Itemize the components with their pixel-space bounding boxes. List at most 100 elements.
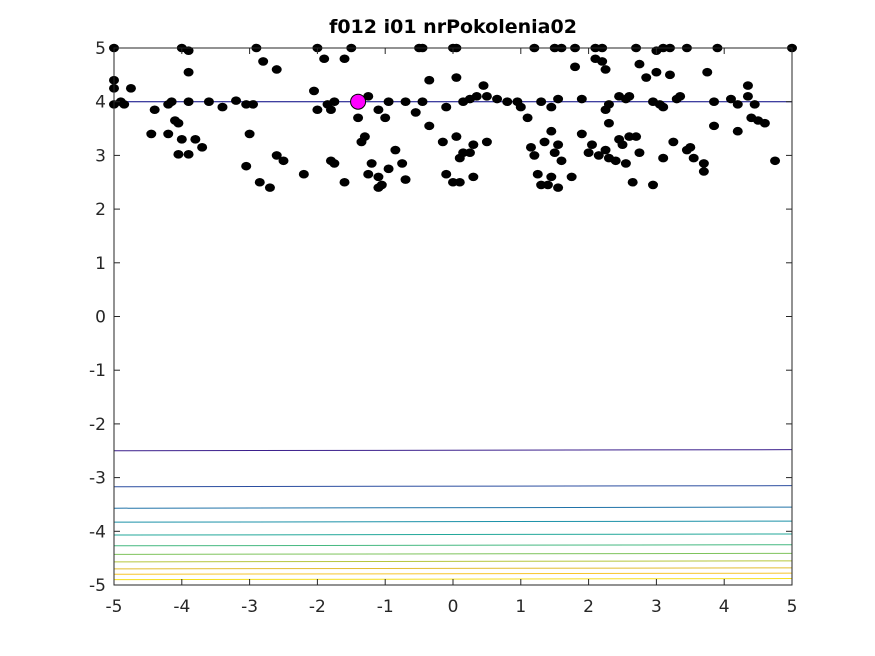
data-point	[309, 86, 320, 96]
data-point	[383, 164, 394, 174]
data-point	[634, 148, 645, 158]
data-point	[481, 137, 492, 147]
y-tick-label: 2	[95, 200, 106, 220]
data-point	[373, 183, 384, 192]
data-point	[203, 97, 214, 106]
data-point	[664, 70, 675, 80]
x-tick-label: -3	[241, 597, 258, 617]
data-point	[417, 97, 428, 106]
x-tick-label: 3	[651, 597, 662, 617]
data-point	[536, 97, 547, 106]
data-point	[481, 92, 492, 101]
y-tick-label: 3	[95, 146, 106, 166]
contour-lines	[113, 449, 793, 581]
y-axis: 5 4 3 2 1 0 -1 -2 -3 -4 -5	[89, 39, 792, 596]
contour-line	[113, 544, 793, 547]
data-point	[424, 75, 435, 85]
contour-line	[113, 449, 793, 452]
data-point	[603, 100, 614, 109]
data-point	[641, 73, 652, 82]
data-point	[593, 151, 604, 160]
data-point	[576, 129, 587, 139]
data-point	[597, 57, 608, 66]
data-point	[468, 140, 479, 149]
x-tick-label: 4	[719, 597, 730, 617]
data-point	[373, 172, 384, 182]
data-point	[373, 105, 384, 115]
data-point	[400, 175, 411, 184]
data-point	[610, 156, 621, 166]
y-tick-label: -2	[89, 415, 106, 435]
data-point	[566, 172, 577, 182]
x-tick-label: -1	[377, 597, 394, 617]
x-axis: -5 -4 -3 -2 -1 0 1 2 3 4 5	[106, 48, 797, 617]
data-point	[553, 140, 564, 149]
data-point	[363, 169, 374, 179]
data-point	[363, 92, 374, 101]
data-point	[353, 113, 364, 123]
data-point	[685, 143, 696, 152]
data-point	[241, 100, 252, 109]
data-point	[356, 137, 367, 147]
contour-line	[113, 506, 793, 509]
data-point	[624, 92, 635, 101]
y-tick-label: 4	[95, 93, 106, 113]
x-tick-label: -4	[173, 597, 190, 617]
data-point	[163, 129, 174, 139]
data-point	[688, 153, 699, 163]
data-point	[546, 172, 557, 182]
data-point	[451, 73, 462, 82]
data-point	[658, 102, 669, 112]
data-point	[278, 156, 289, 166]
data-point	[546, 102, 557, 112]
data-point	[146, 129, 157, 139]
contour-line	[113, 552, 793, 555]
data-point	[173, 150, 184, 159]
data-point	[492, 94, 503, 104]
data-point	[380, 113, 391, 123]
contour-line	[113, 533, 793, 536]
data-point	[576, 94, 587, 104]
data-point	[614, 134, 625, 144]
data-point	[176, 134, 187, 144]
contour-line	[113, 560, 793, 563]
x-tick-label: -2	[309, 597, 326, 617]
data-point	[600, 145, 611, 155]
data-point	[271, 65, 282, 74]
data-point	[542, 180, 553, 190]
data-point	[125, 83, 136, 93]
data-point	[119, 100, 130, 109]
data-point	[231, 96, 242, 105]
data-point	[190, 134, 201, 144]
data-point	[410, 108, 421, 117]
data-point	[603, 118, 614, 128]
data-point	[709, 121, 720, 131]
data-point	[217, 102, 228, 112]
data-point	[709, 97, 720, 106]
data-point	[732, 126, 743, 136]
data-point	[553, 94, 564, 104]
contour-line	[113, 572, 793, 575]
data-point	[620, 159, 631, 168]
x-tick-label: 2	[583, 597, 594, 617]
data-point	[698, 167, 709, 176]
data-point	[742, 81, 753, 90]
data-point	[502, 97, 513, 106]
data-point	[478, 81, 489, 90]
data-point	[468, 172, 479, 182]
data-point	[658, 153, 669, 163]
best-point	[350, 93, 367, 110]
data-point	[173, 118, 184, 128]
data-point	[183, 67, 194, 77]
y-tick-label: -3	[89, 469, 106, 489]
data-point	[441, 169, 452, 179]
data-point	[651, 67, 662, 77]
data-point	[631, 132, 642, 141]
population-points	[109, 43, 797, 192]
data-point	[241, 161, 252, 171]
data-point	[312, 105, 323, 115]
data-point	[264, 183, 275, 192]
data-point	[702, 67, 713, 77]
data-point	[390, 145, 401, 155]
data-point	[244, 129, 255, 139]
